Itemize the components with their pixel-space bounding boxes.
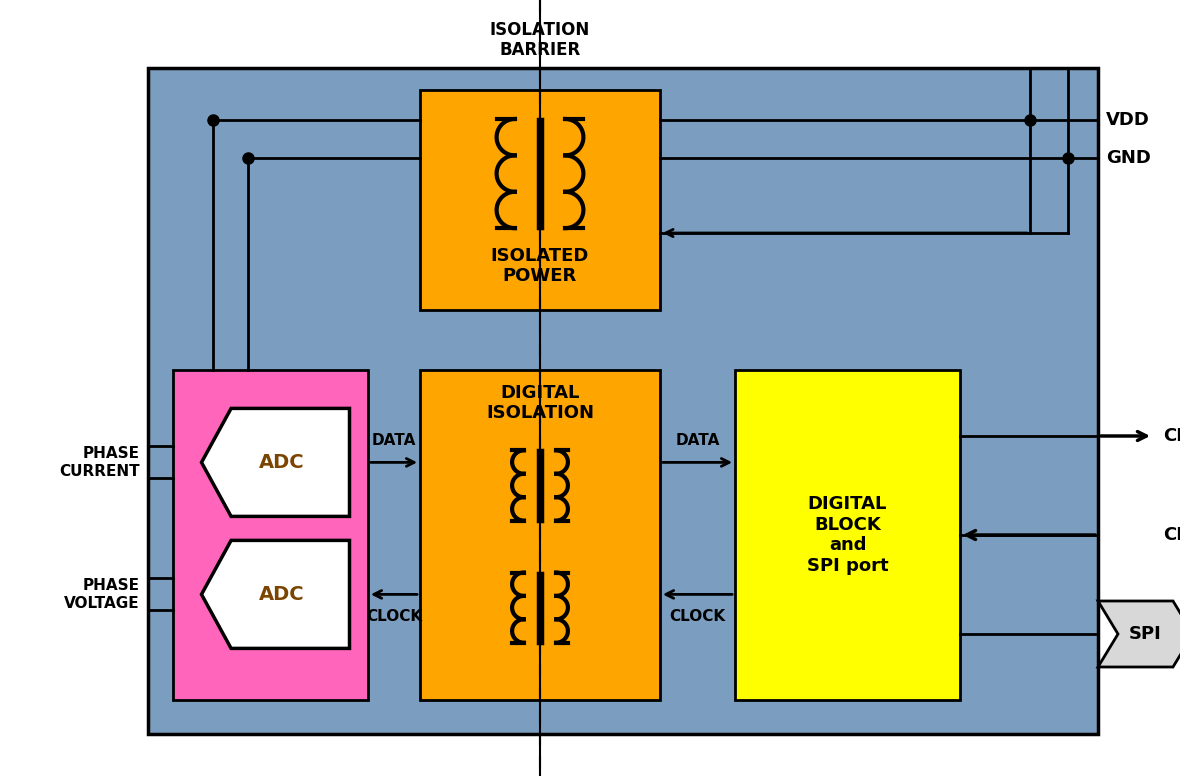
Text: DATA: DATA bbox=[675, 433, 720, 448]
Text: DATA: DATA bbox=[372, 433, 417, 448]
Polygon shape bbox=[1099, 601, 1180, 667]
Text: ADC: ADC bbox=[258, 453, 304, 472]
Polygon shape bbox=[202, 408, 349, 516]
Bar bbox=[420, 90, 660, 310]
Text: VDD: VDD bbox=[1106, 111, 1149, 129]
Bar bbox=[173, 370, 368, 700]
Text: DIGITAL
ISOLATION: DIGITAL ISOLATION bbox=[486, 383, 594, 422]
Text: ISOLATED
POWER: ISOLATED POWER bbox=[491, 247, 589, 286]
Text: SPI: SPI bbox=[1129, 625, 1162, 643]
Bar bbox=[148, 68, 1099, 734]
Text: PHASE
CURRENT: PHASE CURRENT bbox=[59, 446, 140, 479]
Text: CLKOUT: CLKOUT bbox=[1163, 427, 1180, 445]
Text: CLOCK: CLOCK bbox=[366, 609, 422, 624]
Bar bbox=[735, 370, 961, 700]
Text: GND: GND bbox=[1106, 149, 1150, 167]
Polygon shape bbox=[202, 540, 349, 649]
Text: ADC: ADC bbox=[258, 585, 304, 604]
Text: ISOLATION
BARRIER: ISOLATION BARRIER bbox=[490, 21, 590, 60]
Text: DIGITAL
BLOCK
and
SPI port: DIGITAL BLOCK and SPI port bbox=[807, 495, 889, 575]
Text: CLOCK: CLOCK bbox=[669, 609, 726, 624]
Text: CLKIN: CLKIN bbox=[1163, 526, 1180, 544]
Bar bbox=[420, 370, 660, 700]
Text: PHASE
VOLTAGE: PHASE VOLTAGE bbox=[65, 578, 140, 611]
